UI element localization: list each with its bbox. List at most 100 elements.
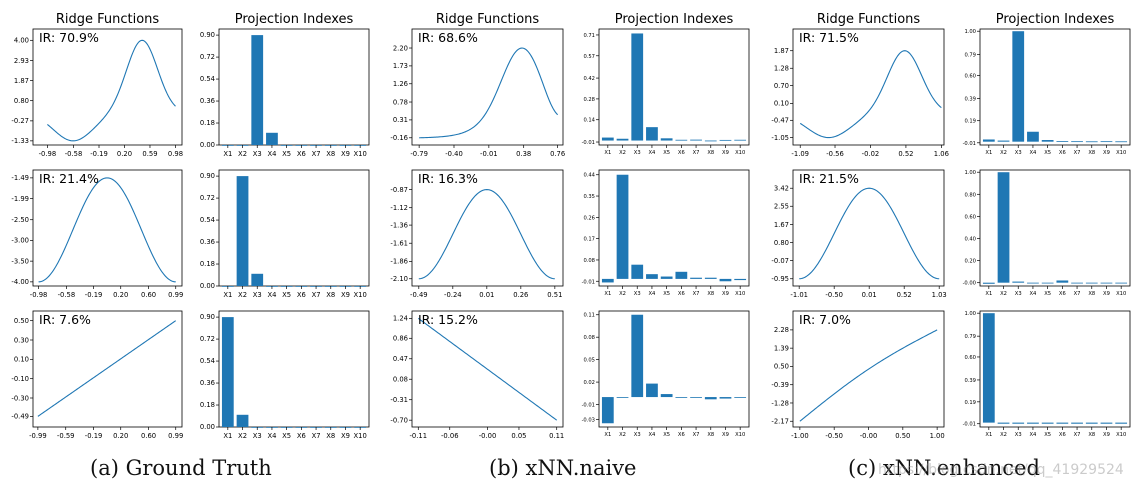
proj-0-1-ytick-label: 0.36 — [200, 238, 215, 246]
ridge-1-2-ytick-label: 1.24 — [393, 315, 408, 323]
ridge-0-1-ytick-label: -3.00 — [11, 237, 29, 245]
proj-1-2-ytick-label: 0.11 — [583, 313, 595, 319]
proj-0-1-xtick-label: X5 — [282, 291, 291, 299]
proj-1-1-frame — [598, 169, 750, 287]
ridge-0-2-ytick-label: 0.30 — [14, 336, 29, 344]
proj-2-1-ytick-label: -0.00 — [963, 281, 976, 287]
proj-2-0-bar-X4 — [1027, 131, 1039, 142]
ridge-0-0-ir-label: IR: 70.9% — [39, 30, 99, 45]
proj-2-0-xtick-label: X7 — [1074, 150, 1081, 156]
ridge-2-2-xtick-label: -1.00 — [791, 432, 809, 440]
proj-1-1-bar-X10 — [734, 278, 747, 281]
proj-2-2-ytick-label: 0.79 — [964, 334, 976, 340]
ridge-1-1-xtick-label: 0.26 — [513, 291, 528, 299]
proj-0-1-xtick-label: X10 — [354, 291, 367, 299]
proj-1-2-xtick-label: X8 — [707, 432, 714, 438]
ridge-0-2-frame — [32, 310, 183, 428]
proj-2-2-xtick-label: X1 — [985, 432, 992, 438]
ridge-0-1-xtick-label: -0.98 — [30, 291, 48, 299]
proj-1-2-bar-X9 — [719, 397, 732, 399]
ridge-2-2-ytick-label: -2.17 — [771, 418, 789, 426]
ridge-0-2-ytick-label: -0.10 — [11, 375, 29, 383]
proj-2-1-xtick-label: X5 — [1044, 291, 1051, 297]
ridge-1-1-xtick-label: -0.49 — [410, 291, 428, 299]
proj-2-2-ytick-label: -0.01 — [963, 422, 976, 428]
proj-2-2-xtick-label: X5 — [1044, 432, 1051, 438]
proj-2-0-bar-X10 — [1115, 141, 1128, 143]
ridge-0-2-xtick-label: -0.59 — [57, 432, 75, 440]
ridge-0-0-panel: -0.98 -0.58 -0.19 0.20 0.59 0.98 -1.33 -0.27 0.8… — [11, 12, 183, 158]
proj-0-0-ytick-label: 0.54 — [200, 75, 215, 83]
ridge-2-2-ir-label: IR: 7.0% — [799, 312, 851, 327]
ridge-0-2-xtick-label: 0.20 — [113, 432, 128, 440]
proj-1-0-title: Projection Indexes — [615, 12, 734, 27]
ridge-1-1-xtick-label: 0.51 — [547, 291, 562, 299]
proj-1-0-ytick-label: 0.14 — [583, 118, 595, 124]
ridge-2-2-ytick-label: 2.28 — [774, 326, 789, 334]
proj-2-1-xtick-label: X3 — [1015, 291, 1022, 297]
proj-2-2-bar-X7 — [1071, 422, 1083, 424]
proj-2-1-bar-X5 — [1041, 282, 1054, 284]
proj-0-1-xtick-label: X3 — [253, 291, 262, 299]
ridge-2-0-xtick-label: 1.06 — [934, 150, 949, 158]
ridge-0-2-curve — [37, 320, 177, 417]
ridge-1-2-xtick-label: -0.06 — [441, 432, 459, 440]
proj-2-1-xtick-label: X7 — [1074, 291, 1081, 297]
proj-2-0-ytick-label: 0.60 — [964, 73, 976, 79]
ridge-1-2-ir-label: IR: 15.2% — [418, 312, 478, 327]
proj-1-0-ytick-label: 0.71 — [583, 33, 595, 39]
ridge-0-1-ytick-label: -2.50 — [11, 216, 29, 224]
proj-0-2-frame — [218, 310, 370, 428]
ridge-2-2-ytick-label: -0.39 — [771, 381, 789, 389]
ridge-2-0-ytick-label: -1.05 — [771, 134, 789, 142]
proj-0-2-xtick-label: X7 — [312, 432, 321, 440]
ridge-1-0-panel: -0.79 -0.40 -0.01 0.38 0.76 -0.16 0.31 0.78 1.26… — [390, 12, 565, 158]
proj-1-1-xtick-label: X7 — [693, 291, 700, 297]
ridge-2-1-xtick-label: 0.01 — [862, 291, 877, 299]
ridge-2-1-ytick-label: 1.67 — [774, 221, 789, 229]
proj-2-2-ytick-label: 1.00 — [964, 311, 976, 317]
proj-2-0-panel: X1 X2 X3 X4 X5 X6 X7 X8 X9 X10 -0.01 0.19 0.39 0.60 0.… — [963, 12, 1131, 156]
ridge-2-1-ytick-label: -0.95 — [771, 275, 789, 283]
proj-2-0-bar-X9 — [1100, 141, 1113, 143]
proj-0-2-ytick-label: 0.90 — [200, 313, 215, 321]
proj-2-0-bar-X6 — [1056, 141, 1069, 142]
ridge-1-1-ytick-label: -1.36 — [390, 221, 408, 229]
proj-2-2-xtick-label: X4 — [1030, 432, 1038, 438]
proj-1-2-bar-X10 — [734, 397, 747, 398]
proj-0-0-frame — [218, 28, 370, 146]
proj-0-0-ytick-label: 0.72 — [200, 53, 215, 61]
proj-0-2-xtick-label: X2 — [238, 432, 247, 440]
proj-0-1-bar-X3 — [251, 273, 264, 286]
proj-0-2-ytick-label: 0.18 — [200, 401, 215, 409]
ridge-1-0-ytick-label: 1.73 — [393, 62, 408, 70]
proj-1-2-frame — [598, 310, 750, 428]
proj-1-2-xtick-label: X1 — [604, 432, 611, 438]
ridge-2-1-ytick-label: 3.42 — [774, 185, 789, 193]
proj-2-0-title: Projection Indexes — [996, 12, 1115, 27]
proj-1-2-xtick-label: X7 — [693, 432, 700, 438]
ridge-2-1-ir-label: IR: 21.5% — [799, 171, 859, 186]
proj-0-2-xtick-label: X4 — [267, 432, 276, 440]
proj-1-1-bar-X7 — [690, 277, 702, 279]
proj-2-1-panel: X1 X2 X3 X4 X5 X6 X7 X8 X9 X10 -0.00 0.20 0.40 0.60 0.… — [963, 169, 1131, 297]
ridge-0-0-xtick-label: -0.98 — [39, 150, 57, 158]
proj-0-1-xtick-label: X7 — [312, 291, 321, 299]
proj-1-1-ytick-label: 0.26 — [583, 215, 595, 221]
ridge-0-2-xtick-label: 0.99 — [168, 432, 183, 440]
proj-1-0-xtick-label: X4 — [649, 150, 657, 156]
proj-2-1-ytick-label: 1.00 — [964, 170, 976, 176]
ridge-0-1-curve — [38, 177, 176, 283]
ridge-2-1-xtick-label: -0.50 — [825, 291, 843, 299]
ridge-0-2-xtick-label: 0.60 — [141, 432, 156, 440]
proj-0-0-xtick-label: X4 — [267, 150, 276, 158]
proj-1-1-ytick-label: 0.44 — [583, 173, 595, 179]
proj-1-0-bar-X7 — [690, 139, 702, 141]
ridge-1-0-ytick-label: 1.26 — [393, 80, 408, 88]
proj-2-2-xtick-label: X10 — [1116, 432, 1126, 438]
ridge-1-2-xtick-label: -0.11 — [409, 432, 427, 440]
proj-1-2-ytick-label: 0.08 — [583, 335, 595, 341]
proj-2-0-xtick-label: X6 — [1059, 150, 1066, 156]
proj-1-0-xtick-label: X2 — [619, 150, 626, 156]
